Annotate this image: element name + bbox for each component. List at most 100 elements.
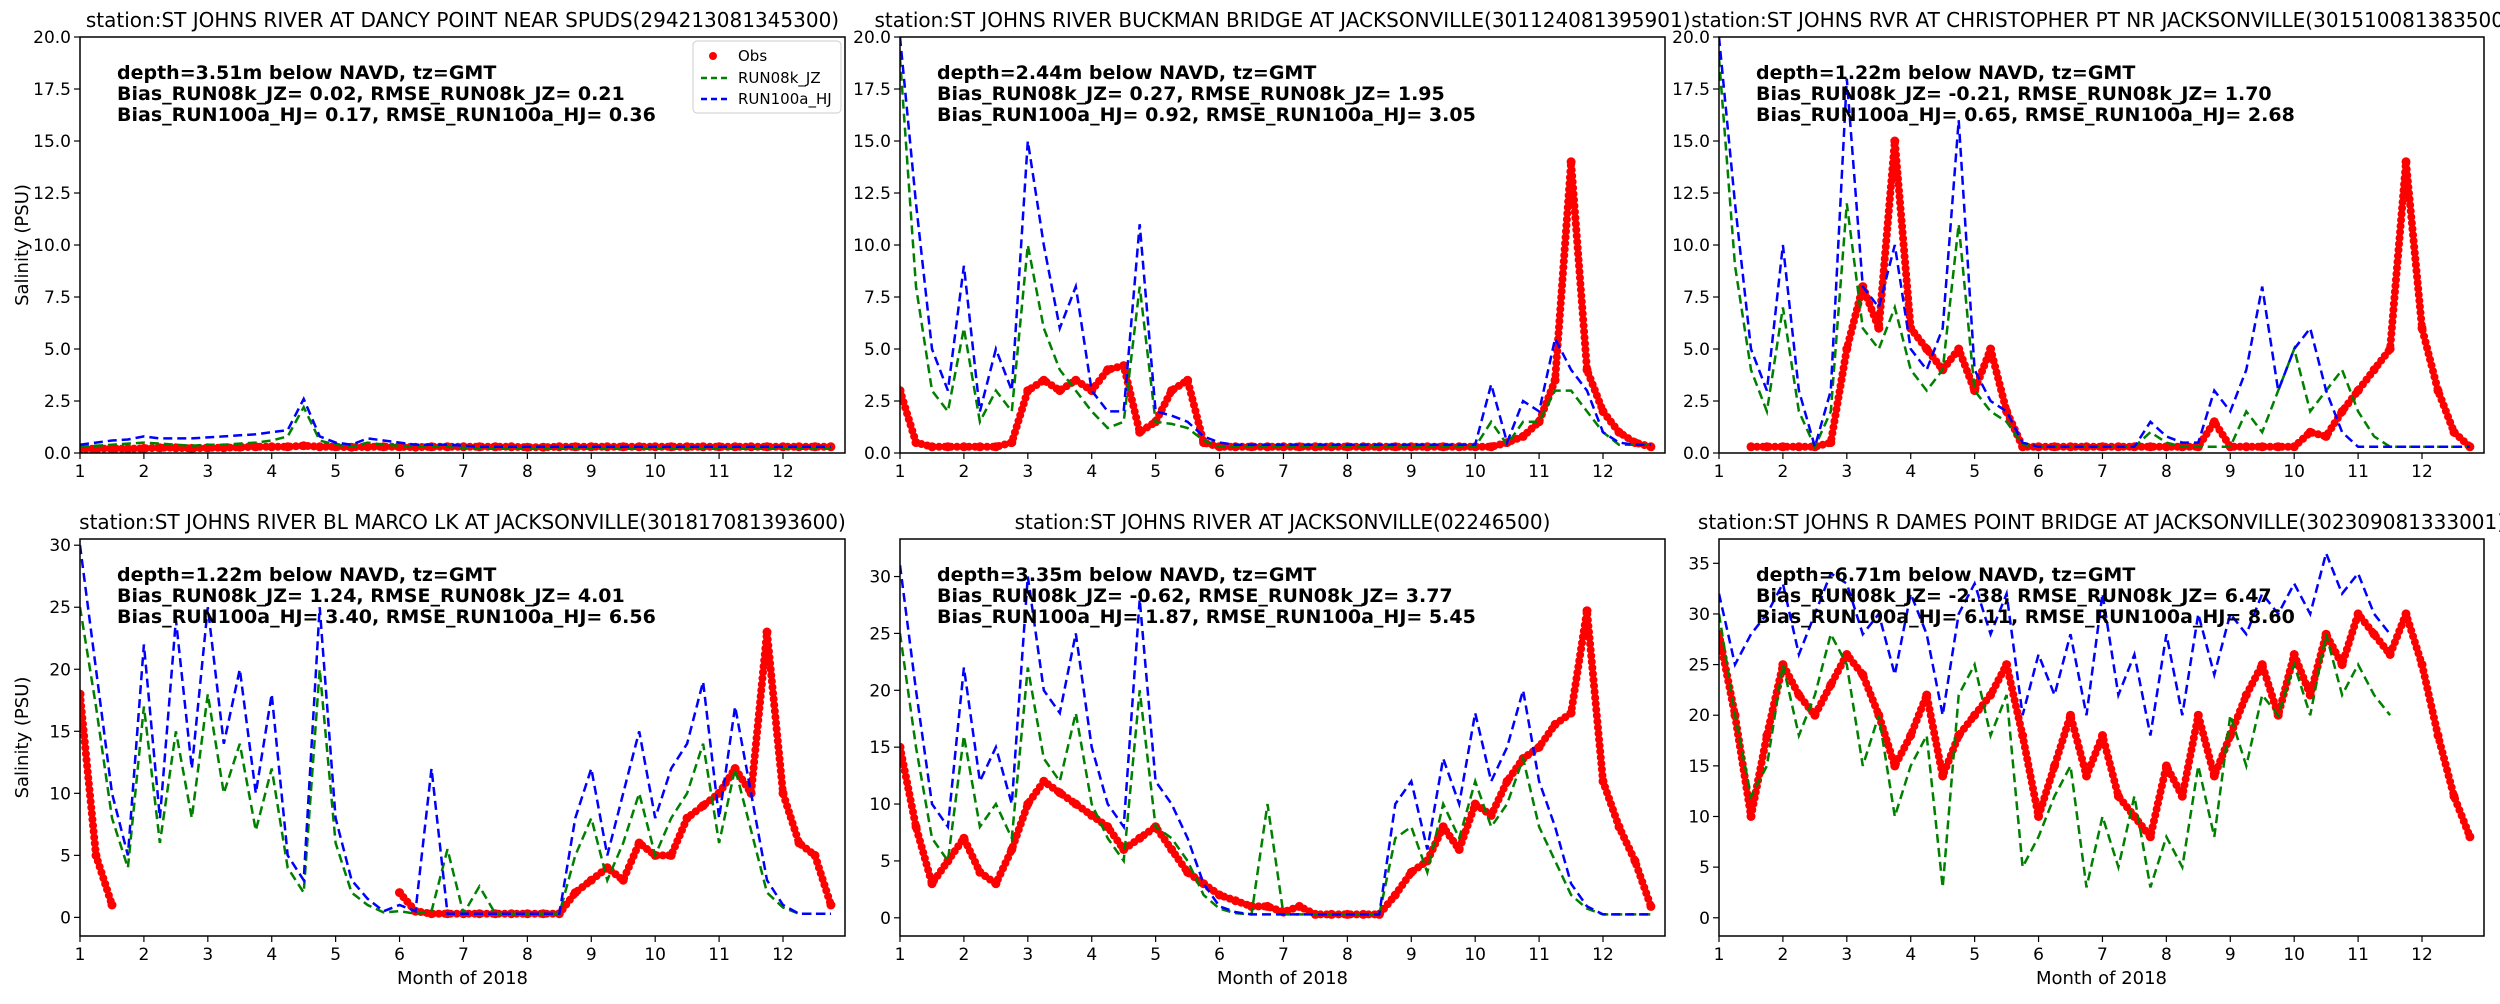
obs-point [1039,776,1049,786]
obs-point [586,875,596,885]
x-tick-label: 6 [2033,945,2044,965]
obs-point [927,442,937,452]
obs-point [1906,731,1916,740]
x-tick-label: 2 [958,462,969,482]
obs-point [1598,776,1608,786]
subplot-5: station:ST JOHNS RIVER AT JACKSONVILLE(0… [869,510,1666,989]
obs-point [1502,776,1512,786]
x-tick-label: 12 [2411,945,2433,965]
y-tick-label: 20 [1688,706,1710,726]
obs-point [927,879,937,889]
obs-point [1582,365,1592,375]
obs-point [991,879,1001,889]
obs-point [2129,812,2139,821]
stats-annotation-line: Bias_RUN100a_HJ= 1.87, RMSE_RUN100a_HJ= … [937,606,1476,628]
x-tick-label: 4 [1086,945,1097,965]
obs-point [618,875,628,885]
obs-point [2321,431,2331,441]
stats-annotation-line: Bias_RUN08k_JZ= -0.21, RMSE_RUN08k_JZ= 1… [1756,83,2272,105]
x-tick-label: 1 [1714,462,1725,482]
x-tick-label: 4 [1905,945,1916,965]
x-tick-label: 5 [330,945,341,965]
y-tick-label: 15.0 [33,132,71,152]
y-tick-label: 5 [1699,858,1710,878]
y-tick-label: 10.0 [33,236,71,256]
x-tick-label: 2 [1777,945,1788,965]
x-tick-label: 4 [1086,462,1097,482]
obs-point [911,822,921,832]
obs-point [2161,761,2171,771]
x-tick-label: 9 [1406,462,1417,482]
y-tick-label: 0 [880,909,891,929]
stats-annotation-line: Bias_RUN100a_HJ= 0.65, RMSE_RUN100a_HJ= … [1756,104,2295,126]
obs-point [2241,690,2251,700]
obs-point [1598,406,1608,416]
legend: Obs RUN08k_JZ RUN100a_HJ [692,40,842,114]
x-tick-label: 11 [2347,945,2369,965]
obs-point [2050,761,2059,771]
y-tick-label: 30 [1688,605,1710,625]
obs-point [1534,742,1544,752]
y-tick-label: 0 [60,908,71,928]
obs-point [2385,650,2395,659]
obs-point [1826,438,1836,448]
obs-series [1719,601,2474,846]
y-tick-label: 20.0 [853,28,891,48]
obs-point [900,386,905,396]
x-axis-label: Month of 2018 [397,968,528,989]
obs-series [80,690,116,909]
plot-area [1719,37,2475,452]
obs-point [2193,710,2203,720]
run100a-series-line [1719,549,2392,736]
y-axis-label: Salinity (PSU) [12,184,33,306]
obs-point [1550,719,1560,729]
y-tick-label: 15 [49,722,71,742]
y-tick-label: 30 [869,568,891,588]
stats-annotation-line: Bias_RUN100a_HJ= 0.92, RMSE_RUN100a_HJ= … [937,104,1476,126]
x-tick-label: 1 [1714,945,1725,965]
obs-point [1183,867,1193,877]
obs-point [2401,157,2411,167]
obs-point [363,442,373,452]
x-tick-label: 11 [1528,945,1550,965]
obs-point [1007,438,1017,448]
obs-point [2433,731,2443,740]
y-tick-label: 0 [1699,909,1710,929]
x-tick-label: 1 [75,462,86,482]
obs-point [1986,690,1996,700]
obs-point [570,888,580,898]
obs-point [315,442,325,452]
y-tick-label: 2.5 [1683,392,1710,412]
obs-point [1906,323,1916,333]
obs-point [2369,629,2379,639]
obs-point [1746,442,1756,452]
x-tick-label: 9 [2225,462,2236,482]
y-tick-label: 7.5 [44,288,71,308]
stats-annotation-line: depth=6.71m below NAVD, tz=GMT [1756,564,2135,586]
obs-point [1970,710,1980,720]
x-tick-label: 3 [1841,462,1852,482]
obs-point [900,742,905,752]
x-tick-label: 1 [895,462,906,482]
y-tick-label: 20 [869,681,891,701]
obs-point [1055,386,1065,396]
obs-point [1890,136,1900,146]
run08k-series-line [80,607,831,917]
x-tick-label: 10 [1464,462,1486,482]
stats-annotation-line: depth=3.51m below NAVD, tz=GMT [117,62,496,84]
x-tick-label: 7 [1278,462,1289,482]
x-tick-label: 3 [1022,945,1033,965]
obs-point [2082,442,2091,452]
plot-area [80,545,836,919]
run08k-series-line [900,633,1651,916]
obs-point [634,838,644,848]
obs-point [1103,365,1113,375]
y-tick-label: 20.0 [1672,28,1710,48]
legend-obs-marker [709,52,717,60]
x-tick-label: 9 [1406,945,1417,965]
y-tick-label: 15 [869,738,891,758]
y-tick-label: 30 [49,536,71,556]
x-tick-label: 8 [2161,462,2172,482]
obs-point [1007,845,1017,854]
